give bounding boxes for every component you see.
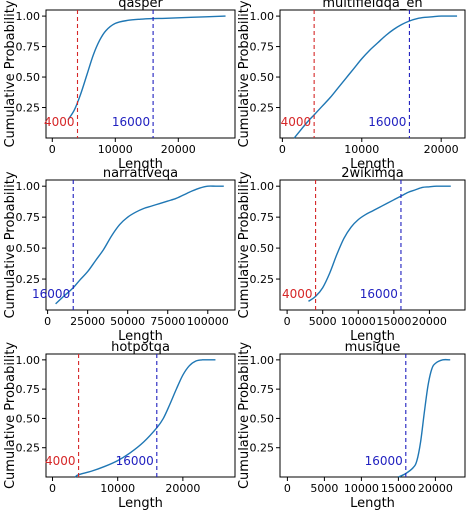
x-axis-label: Length bbox=[350, 496, 395, 510]
x-tick-label: 10000 bbox=[344, 482, 379, 495]
x-tick-label: 0 bbox=[284, 315, 291, 328]
x-tick-label: 20000 bbox=[161, 143, 196, 156]
chart-title: 2wikimqa bbox=[341, 166, 404, 181]
y-tick-label: 1.00 bbox=[16, 354, 41, 367]
x-tick-label: 75000 bbox=[150, 315, 185, 328]
y-tick-label: 1.00 bbox=[16, 10, 41, 23]
axes-frame bbox=[45, 353, 236, 478]
y-axis-label: Cumulative Probability bbox=[237, 0, 252, 147]
threshold-label-4000: 4000 bbox=[281, 115, 312, 129]
x-tick-label: 5000 bbox=[309, 315, 337, 328]
x-axis-label: Length bbox=[118, 157, 163, 172]
x-tick-label: 0 bbox=[44, 315, 51, 328]
y-tick-label: 0.25 bbox=[250, 102, 275, 115]
chart-title: narrativeqa bbox=[103, 166, 178, 181]
y-tick-label: 0.75 bbox=[16, 383, 41, 396]
y-axis-label: Cumulative Probability bbox=[237, 171, 252, 318]
threshold-label-4000: 4000 bbox=[282, 287, 313, 301]
y-tick-label: 0.50 bbox=[250, 242, 275, 255]
threshold-label-16000: 16000 bbox=[112, 115, 150, 129]
y-tick-label: 0.25 bbox=[16, 273, 41, 286]
x-tick-label: 0 bbox=[49, 482, 56, 495]
threshold-label-16000: 16000 bbox=[368, 115, 406, 129]
x-axis-label: Length bbox=[118, 329, 163, 344]
y-tick-label: 0.75 bbox=[250, 41, 275, 54]
threshold-label-16000: 16000 bbox=[116, 454, 154, 468]
x-tick-label: 15000 bbox=[381, 482, 416, 495]
x-tick-label: 10000 bbox=[100, 482, 135, 495]
x-axis-label: Length bbox=[350, 157, 395, 172]
axes-frame bbox=[45, 179, 236, 311]
x-tick-label: 20000 bbox=[418, 482, 453, 495]
cdf-curve-line bbox=[74, 359, 216, 478]
y-axis-label: Cumulative Probability bbox=[3, 342, 18, 489]
y-tick-label: 1.00 bbox=[250, 180, 275, 193]
threshold-label-4000: 4000 bbox=[45, 454, 76, 468]
cdf-curve-line bbox=[308, 185, 451, 302]
x-tick-label: 15000 bbox=[376, 315, 411, 328]
x-tick-label: 10000 bbox=[98, 143, 133, 156]
y-tick-label: 0.75 bbox=[250, 383, 275, 396]
y-tick-label: 0.50 bbox=[16, 71, 41, 84]
y-axis-label: Cumulative Probability bbox=[237, 342, 252, 489]
x-tick-label: 50000 bbox=[110, 315, 145, 328]
y-axis-label: Cumulative Probability bbox=[3, 171, 18, 318]
y-tick-label: 0.25 bbox=[16, 442, 41, 455]
axes-frame bbox=[279, 179, 466, 311]
x-tick-label: 25000 bbox=[70, 315, 105, 328]
y-tick-label: 1.00 bbox=[250, 354, 275, 367]
x-tick-label: 20000 bbox=[412, 315, 447, 328]
x-tick-label: 10000 bbox=[341, 315, 376, 328]
y-tick-label: 0.25 bbox=[16, 102, 41, 115]
chart-title: hotpotqa bbox=[111, 340, 170, 355]
x-tick-label: 0 bbox=[49, 143, 56, 156]
y-tick-label: 1.00 bbox=[250, 10, 275, 23]
chart-title: qasper bbox=[118, 0, 163, 11]
y-tick-label: 0.25 bbox=[250, 273, 275, 286]
y-tick-label: 0.75 bbox=[250, 211, 275, 224]
x-tick-label: 0 bbox=[279, 143, 286, 156]
chart-title: musique bbox=[345, 340, 401, 355]
x-tick-label: 0 bbox=[284, 482, 291, 495]
x-axis-label: Length bbox=[350, 329, 395, 344]
x-tick-label: 10000 bbox=[344, 143, 379, 156]
x-tick-label: 100000 bbox=[187, 315, 229, 328]
y-tick-label: 0.50 bbox=[16, 412, 41, 425]
x-axis-label: Length bbox=[118, 496, 163, 510]
threshold-label-4000: 4000 bbox=[44, 115, 75, 129]
x-tick-label: 20000 bbox=[424, 143, 459, 156]
threshold-label-16000: 16000 bbox=[365, 454, 403, 468]
x-tick-label: 5000 bbox=[310, 482, 338, 495]
chart-title: multifieldqa_en bbox=[322, 0, 422, 11]
y-tick-label: 0.25 bbox=[250, 442, 275, 455]
threshold-label-16000: 16000 bbox=[32, 287, 70, 301]
threshold-label-16000: 16000 bbox=[360, 287, 398, 301]
cdf-curve-line bbox=[398, 358, 451, 478]
y-tick-label: 0.75 bbox=[16, 41, 41, 54]
cdf-curve-line bbox=[55, 185, 224, 305]
axes-frame bbox=[279, 9, 466, 139]
y-tick-label: 0.50 bbox=[16, 242, 41, 255]
axes-frame bbox=[45, 9, 236, 139]
axes-frame bbox=[279, 353, 466, 478]
x-tick-label: 20000 bbox=[165, 482, 200, 495]
y-tick-label: 0.50 bbox=[250, 71, 275, 84]
y-tick-label: 0.75 bbox=[16, 211, 41, 224]
y-axis-label: Cumulative Probability bbox=[3, 0, 18, 147]
cdf-curve-line bbox=[293, 15, 458, 139]
cdf-curve-line bbox=[67, 15, 226, 121]
y-tick-label: 0.50 bbox=[250, 412, 275, 425]
y-tick-label: 1.00 bbox=[16, 180, 41, 193]
